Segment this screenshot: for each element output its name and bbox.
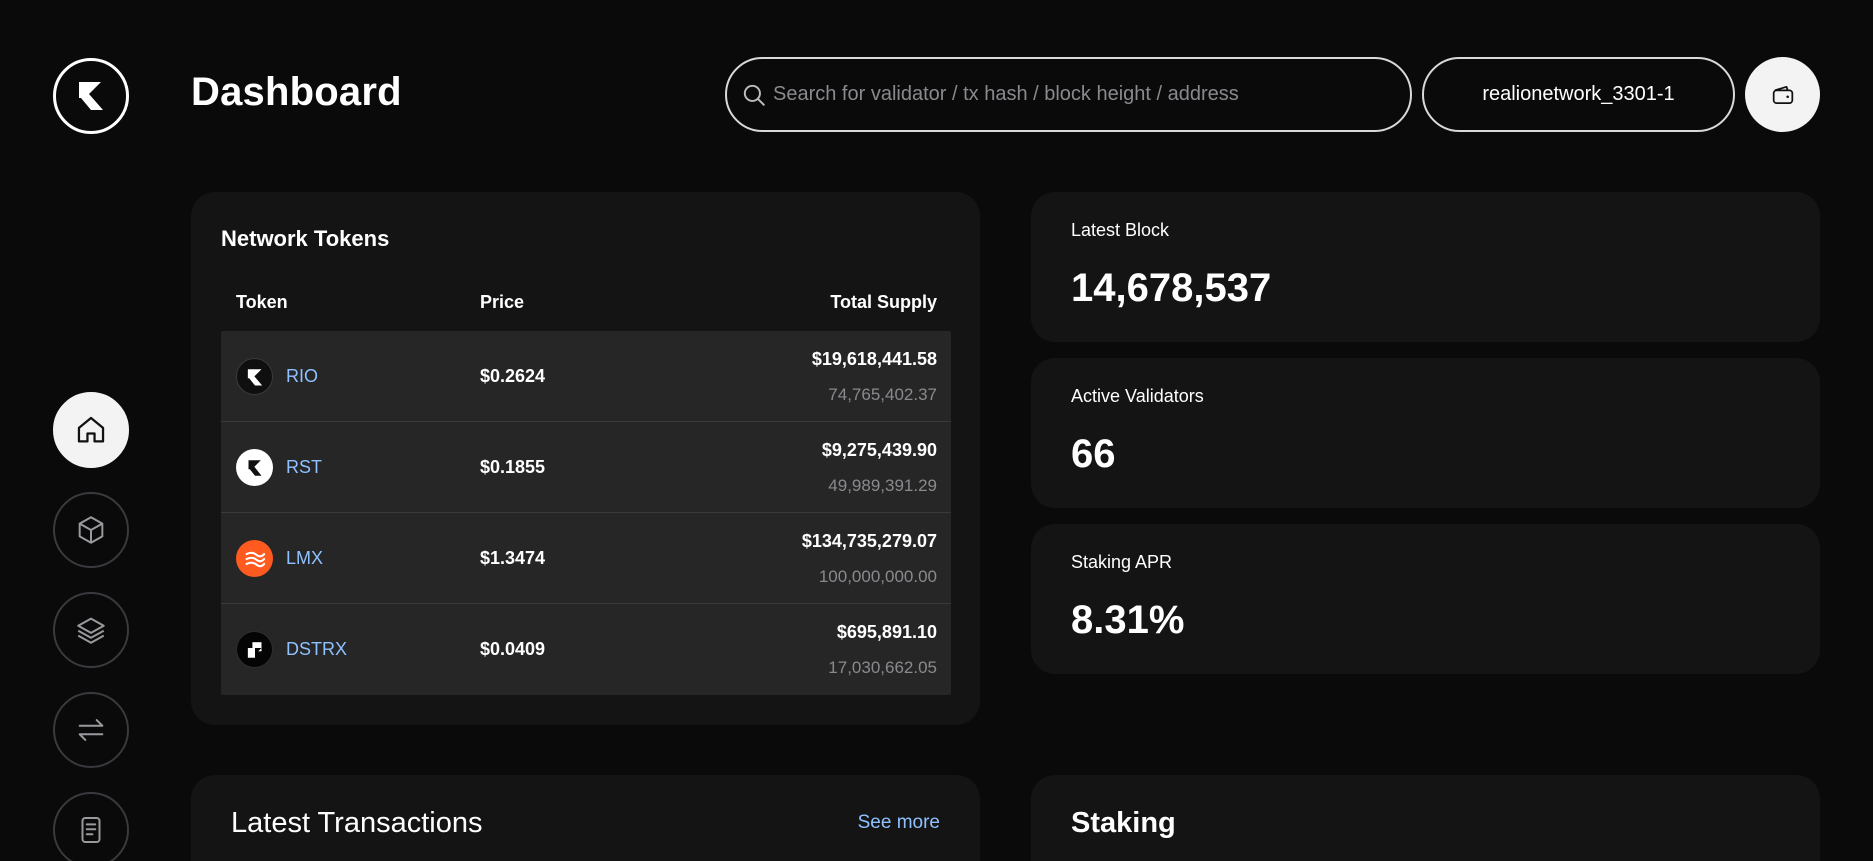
token-supply-value: $9,275,439.90 <box>821 440 937 460</box>
token-supply-value: $134,735,279.07 <box>801 531 937 551</box>
token-name-link[interactable]: DSTRX <box>286 639 348 659</box>
token-price: $0.2624 <box>480 366 546 386</box>
table-row[interactable]: DSTRX $0.0409 $695,891.10 17,030,662.05 <box>221 604 951 695</box>
latest-transactions-card: Latest Transactions See more <box>191 775 980 861</box>
table-row[interactable]: RIO $0.2624 $19,618,441.58 74,765,402.37 <box>221 331 951 422</box>
wallet-button[interactable] <box>1745 57 1820 132</box>
home-icon <box>77 416 105 443</box>
tokens-table-header: Token Price Total Supply <box>221 284 951 324</box>
network-tokens-title: Network Tokens <box>221 226 390 251</box>
column-header-token: Token <box>236 292 288 312</box>
nav-blocks-button[interactable] <box>53 492 129 568</box>
network-selector-button[interactable]: realionetwork_3301-1 <box>1422 57 1735 132</box>
active-validators-card: Active Validators 66 <box>1031 358 1820 508</box>
nav-layers-button[interactable] <box>53 592 129 668</box>
page-title: Dashboard <box>191 70 402 114</box>
see-more-link[interactable]: See more <box>857 812 940 833</box>
cube-icon <box>78 516 104 544</box>
token-supply-amount: 100,000,000.00 <box>818 567 937 586</box>
search-input[interactable] <box>773 83 1410 106</box>
wallet-icon <box>1772 85 1793 104</box>
token-supply-amount: 74,765,402.37 <box>828 385 937 404</box>
network-tokens-card: Network Tokens Token Price Total Supply … <box>191 192 980 725</box>
token-price: $0.1855 <box>480 457 546 477</box>
rst-icon <box>236 449 273 486</box>
token-supply-value: $695,891.10 <box>836 622 937 642</box>
latest-block-value: 14,678,537 <box>1071 266 1272 310</box>
nav-home-button[interactable] <box>53 392 129 468</box>
search-icon <box>743 84 765 106</box>
dstrx-icon <box>236 631 273 668</box>
token-name-link[interactable]: RST <box>286 457 322 477</box>
latest-block-card: Latest Block 14,678,537 <box>1031 192 1820 342</box>
nav-documents-button[interactable] <box>53 792 129 861</box>
active-validators-label: Active Validators <box>1071 386 1204 406</box>
table-row[interactable]: LMX $1.3474 $134,735,279.07 100,000,000.… <box>221 513 951 604</box>
document-icon <box>81 816 101 844</box>
latest-transactions-title: Latest Transactions <box>231 807 483 839</box>
search-bar[interactable] <box>725 57 1412 132</box>
tokens-table-body: RIO $0.2624 $19,618,441.58 74,765,402.37… <box>221 331 951 695</box>
staking-card: Staking <box>1031 775 1820 861</box>
table-row[interactable]: RST $0.1855 $9,275,439.90 49,989,391.29 <box>221 422 951 513</box>
token-price: $0.0409 <box>480 639 546 659</box>
realio-logo-icon <box>79 82 103 110</box>
staking-apr-card: Staking APR 8.31% <box>1031 524 1820 674</box>
realio-logo[interactable] <box>53 58 129 134</box>
column-header-price: Price <box>480 292 525 312</box>
token-name-link[interactable]: LMX <box>286 548 324 568</box>
latest-block-label: Latest Block <box>1071 220 1170 240</box>
token-supply-amount: 17,030,662.05 <box>828 658 937 677</box>
token-price: $1.3474 <box>480 548 546 568</box>
token-supply-value: $19,618,441.58 <box>811 349 937 369</box>
lmx-icon <box>236 540 273 577</box>
active-validators-value: 66 <box>1071 432 1116 476</box>
token-name-link[interactable]: RIO <box>286 366 319 386</box>
staking-title: Staking <box>1071 807 1176 839</box>
staking-apr-label: Staking APR <box>1071 552 1173 572</box>
layers-icon <box>77 617 105 644</box>
staking-apr-value: 8.31% <box>1071 598 1185 642</box>
transfer-arrows-icon <box>78 719 104 741</box>
token-supply-amount: 49,989,391.29 <box>828 476 937 495</box>
nav-transactions-button[interactable] <box>53 692 129 768</box>
rio-icon <box>236 358 273 395</box>
column-header-total-supply: Total Supply <box>830 292 937 312</box>
